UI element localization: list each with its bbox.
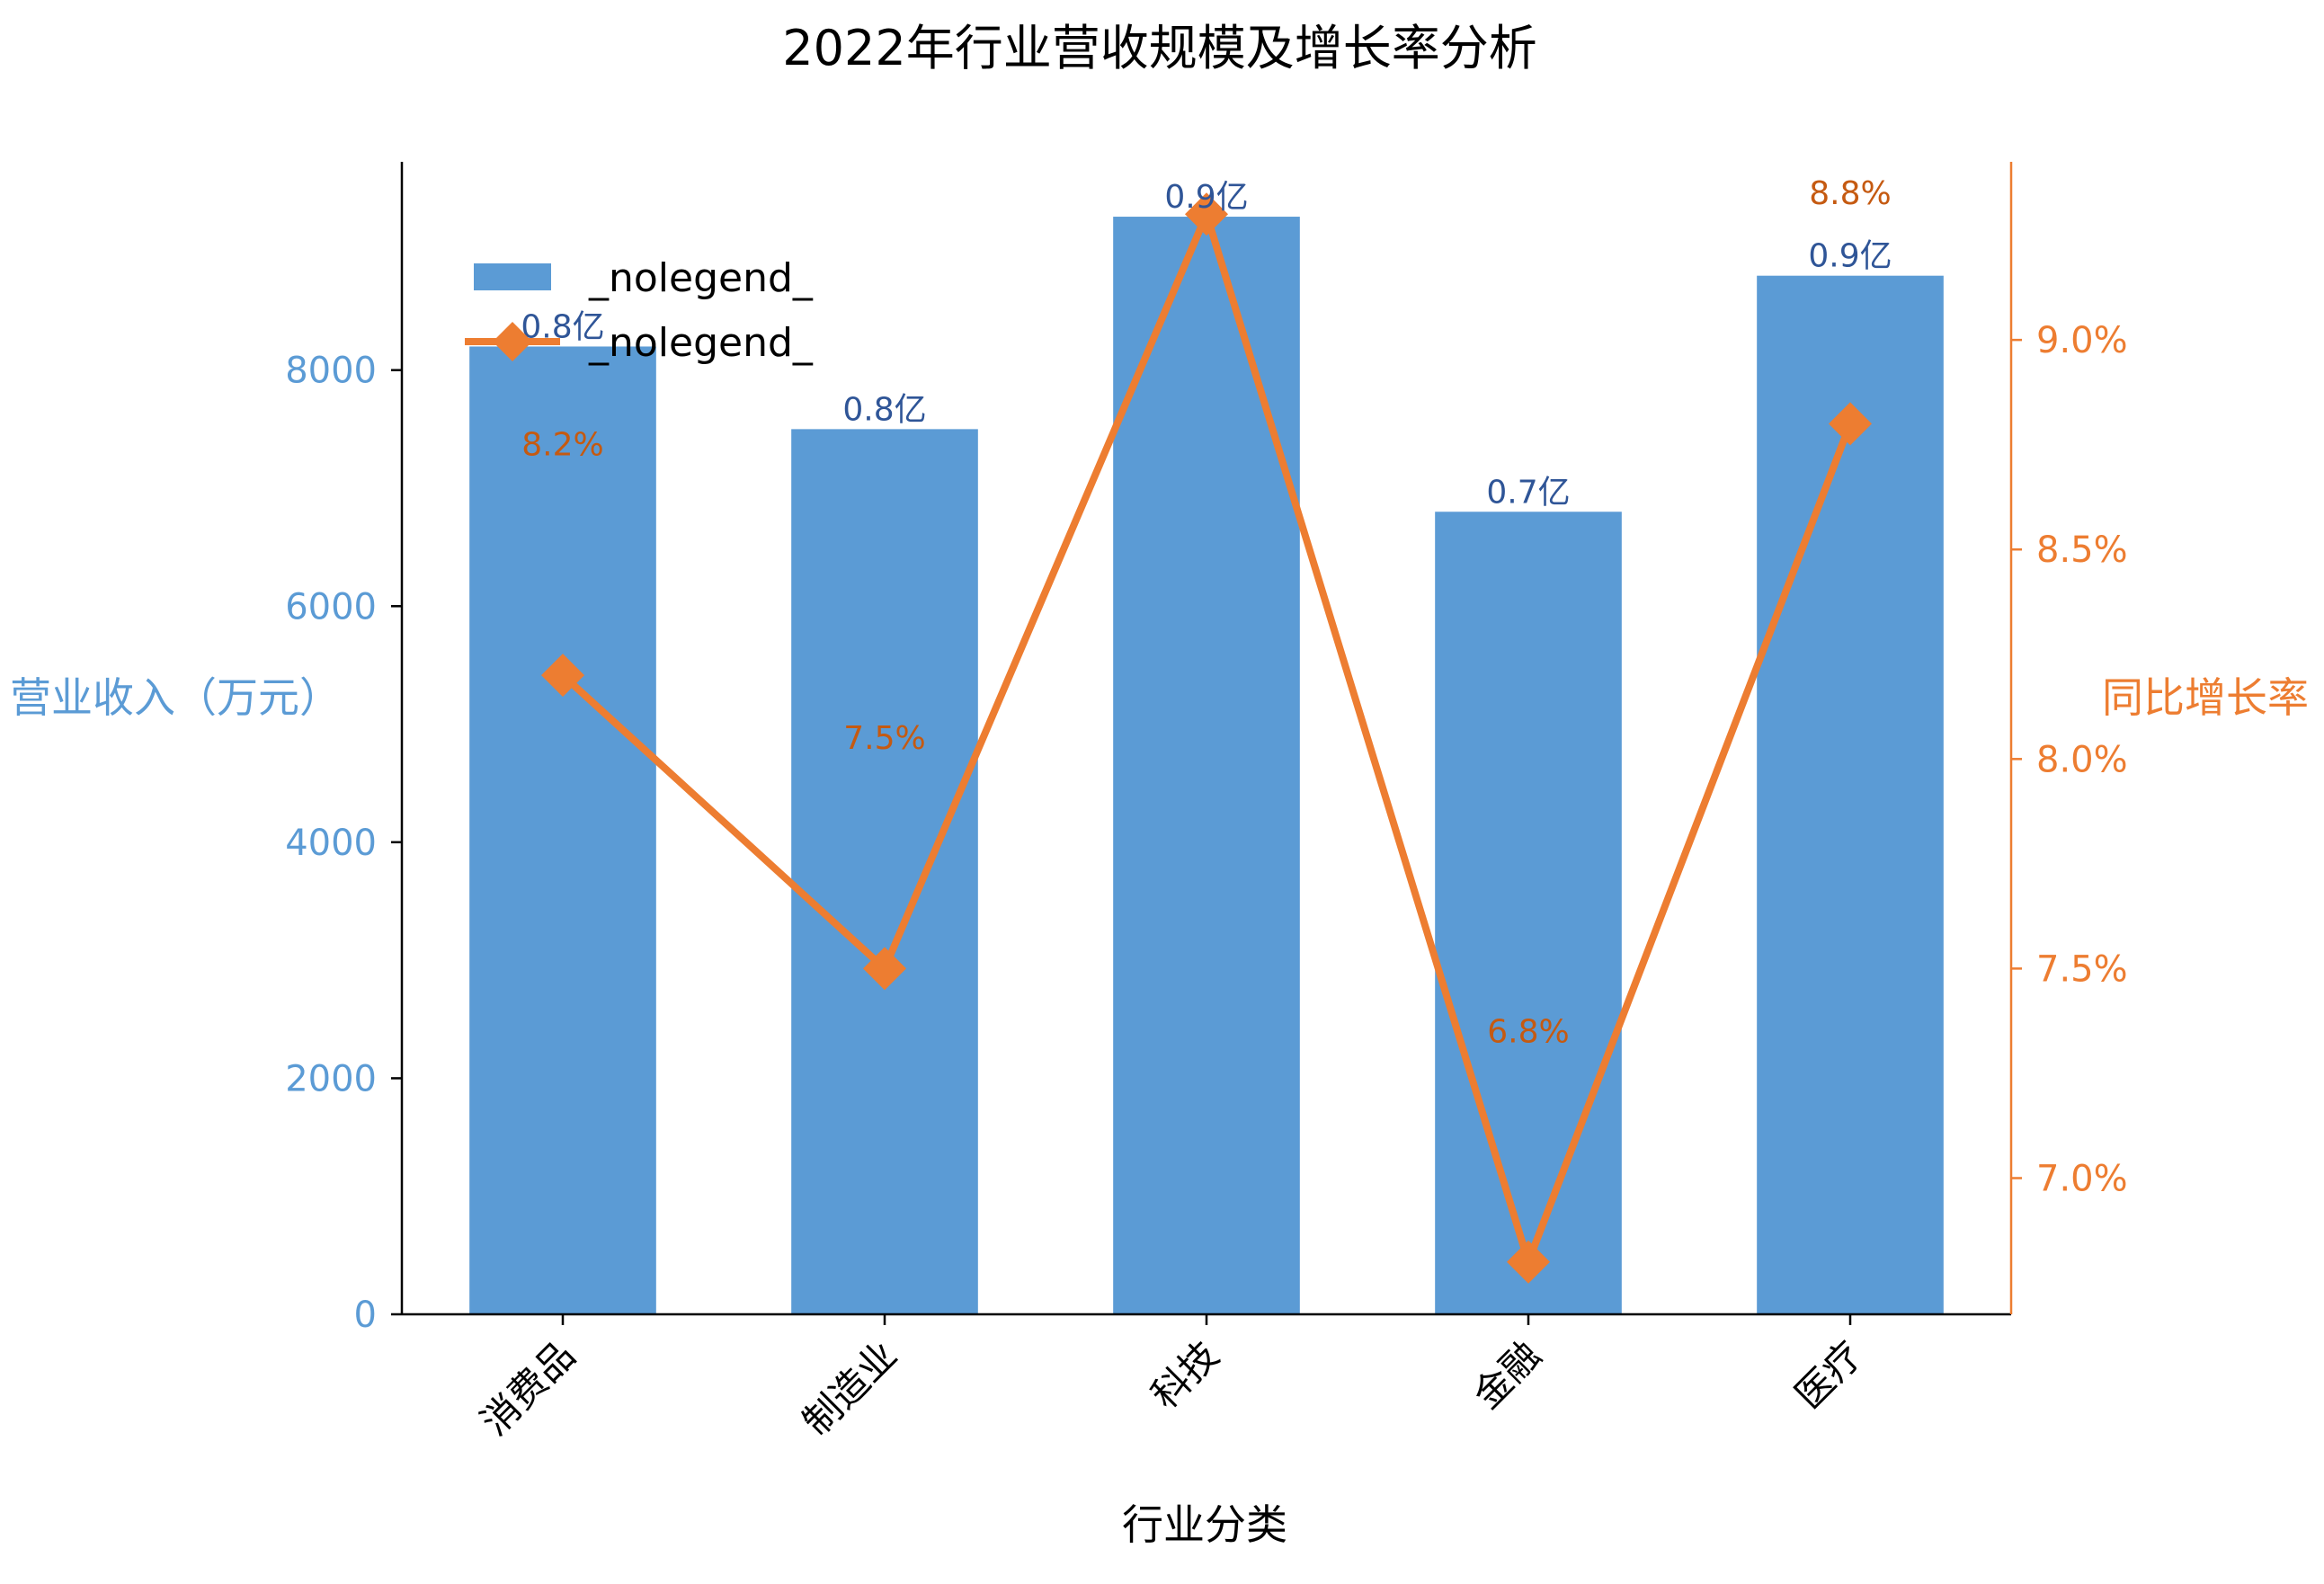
growth-rate-marker-3: [1185, 192, 1228, 236]
legend-line-label: _nolegend_: [588, 320, 814, 366]
y-left-axis-title: 营业收入（万元）: [10, 673, 341, 722]
y-left-tick-label: 2000: [285, 1058, 377, 1099]
y-right-tick-label: 7.5%: [2036, 948, 2128, 990]
bar-value-label: 0.9亿: [1808, 238, 1892, 275]
growth-rate-label: 8.2%: [521, 427, 603, 464]
x-tick-label: 科技: [1143, 1332, 1227, 1417]
y-right-axis-title: 同比增长率: [2102, 673, 2309, 722]
x-tick-label: 制造业: [794, 1332, 905, 1444]
growth-rate-label: 6.8%: [1487, 1013, 1569, 1050]
legend-diamond-icon: [493, 322, 532, 361]
bar-4: [1435, 512, 1622, 1314]
bar-1: [469, 346, 656, 1315]
growth-rate-marker-5: [1829, 402, 1872, 446]
y-right-tick-label: 9.0%: [2036, 320, 2128, 361]
x-tick-label: 医疗: [1786, 1332, 1871, 1417]
y-left-tick-label: 0: [354, 1295, 377, 1336]
bars-layer: [469, 217, 1944, 1315]
line-layer: [541, 192, 1872, 1284]
y-right-tick-label: 8.0%: [2036, 739, 2128, 780]
bar-3: [1113, 217, 1300, 1315]
chart-title: 2022年行业营收规模及增长率分析: [782, 20, 1536, 76]
y-right-tick-label: 7.0%: [2036, 1158, 2128, 1199]
legend: _nolegend_ _nolegend_: [465, 255, 814, 366]
bar-value-label: 0.8亿: [842, 391, 926, 428]
y-left-tick-label: 4000: [285, 823, 377, 864]
bar-2: [791, 429, 978, 1315]
y-left-tick-label: 8000: [285, 351, 377, 392]
y-right-tick-label: 8.5%: [2036, 529, 2128, 571]
bar-5: [1757, 275, 1944, 1315]
bar-value-label: 0.9亿: [1164, 179, 1248, 216]
growth-rate-label: 9.3%: [1165, 0, 1247, 3]
growth-rate-marker-2: [863, 947, 906, 991]
x-tick-label: 金融: [1465, 1332, 1549, 1417]
growth-rate-marker-1: [541, 654, 584, 698]
growth-rate-label: 7.5%: [843, 720, 925, 757]
x-tick-label: 消费品: [472, 1332, 583, 1444]
growth-rate-label: 8.8%: [1809, 175, 1891, 212]
legend-bar-label: _nolegend_: [588, 255, 814, 301]
bar-value-label: 0.7亿: [1486, 474, 1570, 511]
x-axis-title: 行业分类: [1122, 1500, 1287, 1549]
growth-rate-marker-4: [1507, 1240, 1550, 1284]
legend-bar-swatch: [474, 263, 551, 290]
y-left-tick-label: 6000: [285, 586, 377, 627]
